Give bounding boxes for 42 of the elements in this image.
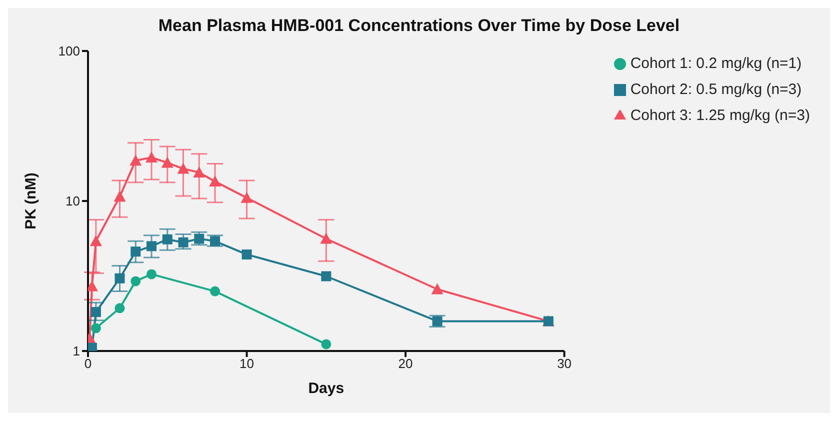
- point: [114, 303, 125, 314]
- point: [130, 276, 141, 286]
- point: [194, 234, 204, 244]
- legend-label: Cohort 2: 0.5 mg/kg (n=3): [630, 81, 802, 98]
- point: [210, 286, 220, 296]
- y-tick-label: 100: [58, 44, 80, 59]
- point: [209, 175, 222, 186]
- point: [130, 246, 141, 257]
- x-tick-label: 30: [557, 356, 572, 372]
- point: [146, 151, 158, 162]
- point: [90, 323, 101, 334]
- x-axis-title: Days: [308, 380, 344, 397]
- point: [210, 236, 220, 246]
- point: [321, 339, 332, 350]
- point: [90, 235, 102, 246]
- point: [162, 234, 172, 244]
- chart-title: Mean Plasma HMB-001 Concentrations Over Time by Dose Level: [157, 15, 681, 36]
- point: [161, 156, 174, 168]
- point: [432, 316, 442, 326]
- x-tick-label: 20: [398, 356, 413, 372]
- y-tick-label: 1: [72, 344, 80, 359]
- point: [320, 232, 332, 244]
- point: [242, 249, 252, 260]
- point: [130, 154, 142, 166]
- point: [146, 269, 157, 280]
- point: [90, 306, 101, 317]
- point: [193, 166, 206, 178]
- x-tick-label: 10: [240, 356, 254, 372]
- y-axis-title: PK (nM): [22, 172, 40, 230]
- point: [240, 192, 253, 203]
- legend-label: Cohort 1: 0.2 mg/kg (n=1): [630, 55, 802, 72]
- point: [177, 162, 190, 174]
- point: [431, 283, 444, 294]
- point: [114, 273, 125, 284]
- y-tick-label: 10: [66, 194, 80, 209]
- point: [321, 271, 332, 282]
- x-tick-label: 0: [84, 356, 92, 372]
- point: [146, 241, 157, 252]
- point: [88, 342, 97, 351]
- legend-label: Cohort 3: 1.25 mg/kg (n=3): [630, 107, 810, 124]
- point: [114, 190, 126, 202]
- point: [178, 237, 188, 248]
